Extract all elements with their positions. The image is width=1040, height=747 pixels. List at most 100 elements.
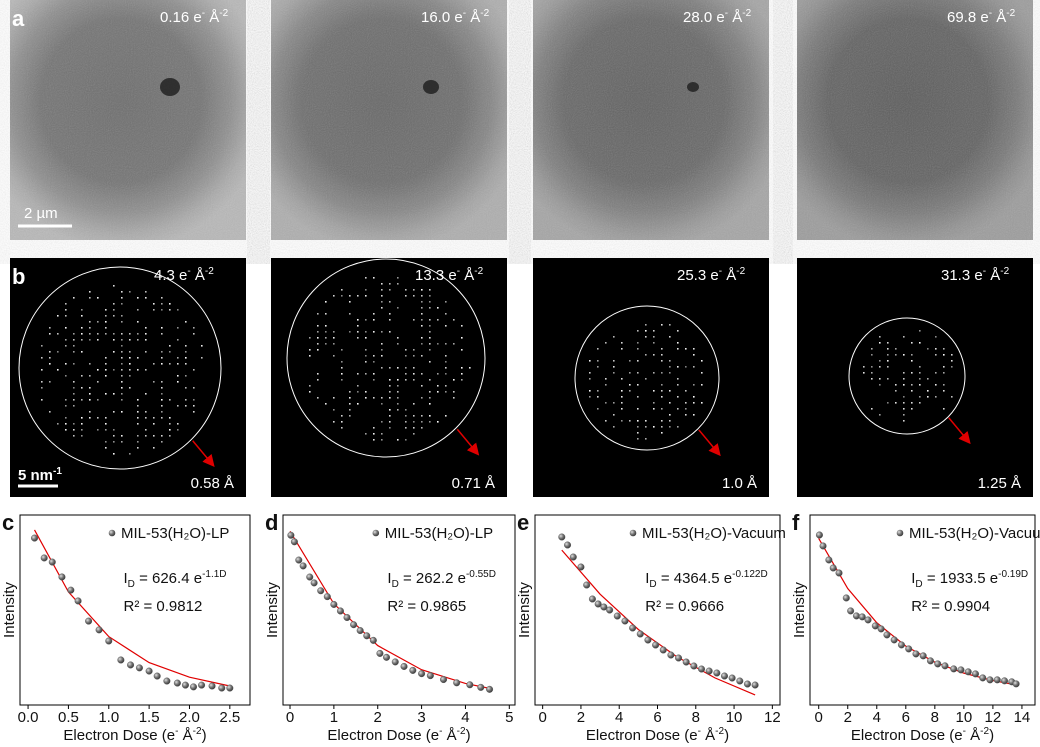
spot <box>381 421 383 423</box>
spot <box>445 343 447 345</box>
spot <box>137 369 139 371</box>
spot <box>81 339 83 341</box>
spot <box>927 390 929 392</box>
spot <box>97 333 99 335</box>
fit-equation-part: D <box>128 579 135 590</box>
spot <box>73 393 75 395</box>
spot <box>137 447 139 449</box>
dose-label-part: 0.16 e <box>160 9 202 26</box>
spot <box>397 439 399 441</box>
fit-equation-part: I <box>387 570 391 587</box>
spot <box>935 384 937 386</box>
spot <box>65 315 67 317</box>
spot <box>73 399 75 401</box>
x-tick-label: 0 <box>815 709 823 726</box>
spot <box>919 342 921 344</box>
spot <box>349 391 351 393</box>
spot <box>879 378 881 380</box>
x-axis-label-part: Electron Dose (e <box>586 727 698 744</box>
spot <box>73 387 75 389</box>
fit-equation-part: I <box>124 570 128 587</box>
spot <box>357 403 359 405</box>
spot <box>935 372 937 374</box>
spot <box>685 408 687 410</box>
legend-label: MIL-53(H₂O)-LP <box>121 525 229 542</box>
spot <box>413 421 415 423</box>
spot <box>911 342 913 344</box>
data-point <box>736 677 744 685</box>
spot <box>413 367 415 369</box>
spot <box>927 396 929 398</box>
data-point <box>376 649 384 657</box>
spot <box>57 351 59 353</box>
data-point <box>728 674 736 682</box>
x-axis-label-part: ) <box>202 727 207 744</box>
spot <box>349 295 351 297</box>
dose-label-part: -2 <box>1000 266 1009 277</box>
spot <box>381 349 383 351</box>
data-point <box>690 662 698 670</box>
spot <box>445 313 447 315</box>
spot <box>661 420 663 422</box>
spot <box>381 397 383 399</box>
x-tick-label: 6 <box>902 709 910 726</box>
spot <box>445 385 447 387</box>
spot <box>597 360 599 362</box>
x-axis-label-part: - <box>175 726 178 737</box>
data-point <box>163 677 171 685</box>
dose-label-part: - <box>989 8 992 19</box>
spot <box>685 348 687 350</box>
resolution-label: 0.71 Å <box>452 475 495 492</box>
data-point <box>829 564 837 572</box>
spot <box>637 426 639 428</box>
spot <box>349 397 351 399</box>
spot <box>421 313 423 315</box>
spot <box>445 361 447 363</box>
x-axis-label-part: - <box>963 726 966 737</box>
spot <box>381 403 383 405</box>
spot <box>381 301 383 303</box>
spot <box>121 375 123 377</box>
spot <box>129 333 131 335</box>
spot <box>637 348 639 350</box>
spot <box>73 381 75 383</box>
spot <box>645 354 647 356</box>
spot <box>421 415 423 417</box>
dose-label-part: -2 <box>205 266 214 277</box>
spot <box>645 378 647 380</box>
spot <box>97 369 99 371</box>
spot <box>113 285 115 287</box>
x-tick-label: 2 <box>844 709 852 726</box>
data-point <box>751 681 759 689</box>
spot <box>185 399 187 401</box>
spot <box>373 277 375 279</box>
dose-label: 13.3 e- Å-2 <box>415 266 484 284</box>
spot <box>105 393 107 395</box>
spot <box>137 405 139 407</box>
particle <box>423 80 439 94</box>
spot <box>887 354 889 356</box>
spot <box>677 396 679 398</box>
spot <box>81 333 83 335</box>
spot <box>357 391 359 393</box>
spot <box>381 355 383 357</box>
fit-equation: ID = 1933.5 e-0.19D <box>911 569 1028 590</box>
resolution-ring <box>18 266 222 470</box>
spot <box>903 420 905 422</box>
spot <box>605 342 607 344</box>
spot <box>365 337 367 339</box>
spot <box>121 351 123 353</box>
spot <box>669 360 671 362</box>
spot <box>373 313 375 315</box>
spot <box>129 453 131 455</box>
spot <box>161 399 163 401</box>
spot <box>349 313 351 315</box>
dose-label-part: Å <box>466 9 480 26</box>
spot <box>453 379 455 381</box>
spot <box>169 435 171 437</box>
spot <box>381 439 383 441</box>
spot <box>121 369 123 371</box>
spot <box>935 396 937 398</box>
spot <box>429 343 431 345</box>
spot <box>121 291 123 293</box>
